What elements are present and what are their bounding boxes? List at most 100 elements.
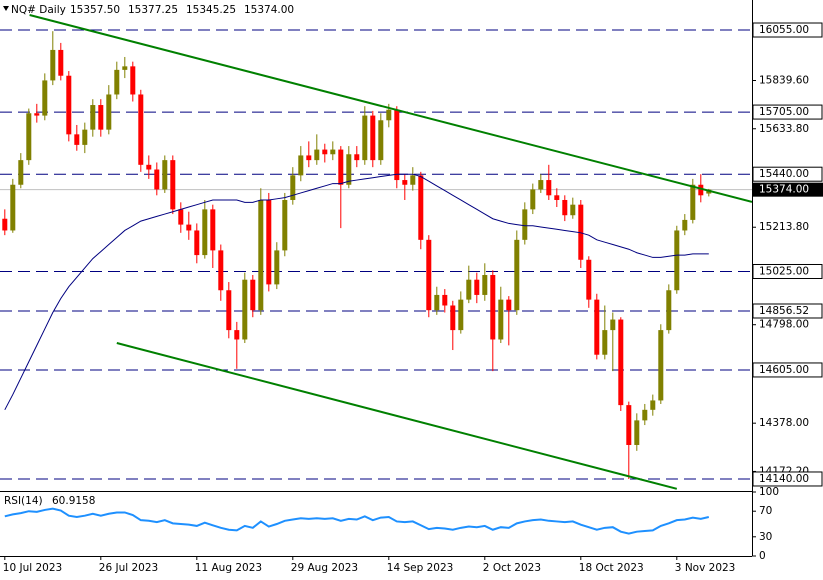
x-tick-label: 2 Oct 2023 xyxy=(483,562,541,574)
candle-body xyxy=(402,180,408,185)
candle-body xyxy=(658,330,664,401)
x-tick-label: 14 Sep 2023 xyxy=(387,562,454,574)
candle-body xyxy=(122,66,128,70)
candle-body xyxy=(682,219,688,231)
candle-body xyxy=(506,299,512,311)
candle-body xyxy=(218,250,224,291)
candle-body xyxy=(106,94,112,130)
y-tick-label: 15839.60 xyxy=(759,75,809,87)
candle-body xyxy=(282,199,288,251)
candle-body xyxy=(522,209,528,240)
candle-body xyxy=(482,275,488,295)
candle-body xyxy=(610,319,616,331)
candle-body xyxy=(378,120,384,161)
candle-body xyxy=(698,184,704,196)
candle-body xyxy=(250,279,256,311)
candle-body xyxy=(18,160,24,185)
candle-body xyxy=(274,250,280,285)
y-tick-label: 15633.80 xyxy=(759,123,809,135)
y-tick-label: 15213.80 xyxy=(759,221,809,233)
candle-body xyxy=(498,299,504,340)
candle-body xyxy=(186,224,192,231)
candle-body xyxy=(370,115,376,161)
candle-body xyxy=(2,218,8,231)
candle-body xyxy=(514,239,520,311)
candle-body xyxy=(554,195,560,200)
candle-body xyxy=(410,175,416,185)
candle-body xyxy=(466,279,472,300)
rsi-tick-label: 30 xyxy=(759,531,772,543)
x-tick-label: 11 Aug 2023 xyxy=(195,562,262,574)
candle-body xyxy=(226,290,232,331)
candle-body xyxy=(450,305,456,331)
x-tick-label: 18 Oct 2023 xyxy=(579,562,644,574)
candle-body xyxy=(650,400,656,410)
ohlc-close: 15374.00 xyxy=(244,4,294,16)
candle-body xyxy=(98,105,104,130)
candle-body xyxy=(242,279,248,340)
candle-body xyxy=(570,204,576,216)
candle-body xyxy=(690,184,696,220)
ohlc-high: 15377.25 xyxy=(128,4,178,16)
candle-body xyxy=(674,230,680,291)
candle-body xyxy=(50,49,56,81)
ohlc-open: 15357.50 xyxy=(70,4,120,16)
candle-body xyxy=(138,94,144,165)
candle-body xyxy=(330,149,336,155)
labels-layer: 15839.60 15633.80 15213.80 14798.00 14378.00… xyxy=(3,22,823,574)
candle-body xyxy=(538,180,544,190)
rsi-line xyxy=(4,507,710,535)
candle-body xyxy=(562,199,568,216)
candle-body xyxy=(74,134,80,145)
trendline xyxy=(116,342,678,490)
level-label: 16055.00 xyxy=(759,24,809,36)
candle-body xyxy=(202,209,208,256)
candle-body xyxy=(338,149,344,185)
candle-body xyxy=(194,230,200,256)
candle-body xyxy=(146,164,152,170)
candle-body xyxy=(130,66,136,95)
candle-body xyxy=(386,109,392,121)
candle-body xyxy=(26,113,32,161)
candle-body xyxy=(490,275,496,340)
rsi-tick-label: 100 xyxy=(759,486,779,498)
level-label: 15025.00 xyxy=(759,265,809,277)
candle-body xyxy=(170,160,176,210)
candle-body xyxy=(586,259,592,300)
x-tick-label: 3 Nov 2023 xyxy=(675,562,736,574)
candle-body xyxy=(618,319,624,406)
candle-body xyxy=(34,113,40,116)
level-label: 15440.00 xyxy=(759,168,809,180)
y-tick-label: 14798.00 xyxy=(759,319,809,331)
level-label: 14605.00 xyxy=(759,364,809,376)
candle-body xyxy=(314,149,320,161)
candle-body xyxy=(578,204,584,260)
candle-body xyxy=(394,109,400,181)
candle-body xyxy=(298,155,304,176)
candle-body xyxy=(322,149,328,155)
candle-body xyxy=(530,189,536,210)
candle-body xyxy=(266,199,272,285)
candle-body xyxy=(426,239,432,311)
symbol-icon xyxy=(3,6,9,11)
x-tick-label: 10 Jul 2023 xyxy=(3,562,62,574)
candle-body xyxy=(42,80,48,116)
candle-body xyxy=(626,405,632,445)
moving-average xyxy=(4,173,709,411)
rsi-tick-label: 70 xyxy=(759,505,772,517)
rsi-tick-label: 0 xyxy=(759,550,766,562)
level-label: 14856.52 xyxy=(759,305,809,317)
candle-body xyxy=(418,175,424,240)
candle-body xyxy=(114,69,120,95)
candle-body xyxy=(474,279,480,295)
x-tick-label: 26 Jul 2023 xyxy=(99,562,158,574)
candle-body xyxy=(306,155,312,161)
candle-body xyxy=(434,294,440,311)
candle-body xyxy=(66,75,72,135)
candle-body xyxy=(546,180,552,196)
marks-layer xyxy=(2,14,752,490)
candle-body xyxy=(10,184,16,231)
candle-body xyxy=(346,154,352,185)
